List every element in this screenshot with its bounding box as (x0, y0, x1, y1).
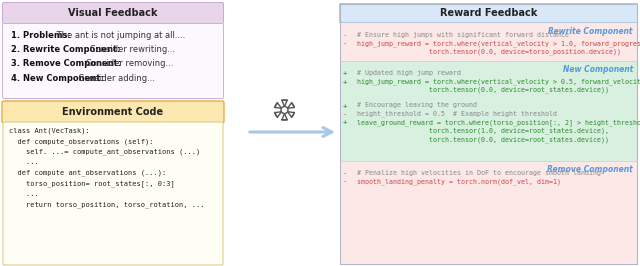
Text: def compute_observations (self):: def compute_observations (self): (9, 138, 154, 145)
Text: Reward Feedback: Reward Feedback (440, 8, 537, 18)
Text: 1. Problems:: 1. Problems: (11, 31, 71, 39)
Text: -: - (343, 170, 348, 176)
Text: class Ant(VecTask):: class Ant(VecTask): (9, 128, 90, 134)
Text: height_threshold = 0.5  # Example height threshold: height_threshold = 0.5 # Example height … (349, 111, 557, 117)
Text: ...: ... (9, 191, 39, 197)
Text: +: + (343, 102, 348, 109)
FancyBboxPatch shape (3, 122, 223, 265)
Text: -: - (343, 40, 348, 47)
Text: 4. New Component:: 4. New Component: (11, 74, 104, 83)
Text: # Penalize high velocities in DoF to encourage smooth landing: # Penalize high velocities in DoF to enc… (349, 170, 601, 176)
Text: Consider removing...: Consider removing... (83, 60, 174, 69)
Text: Visual Feedback: Visual Feedback (68, 8, 157, 18)
Text: -: - (343, 111, 348, 117)
Text: New Component: New Component (563, 65, 633, 74)
Text: # Updated high jump reward: # Updated high jump reward (349, 70, 461, 76)
Text: torso_position= root_states[:, 0:3]: torso_position= root_states[:, 0:3] (9, 180, 175, 187)
Text: +: + (343, 78, 348, 85)
Text: ...: ... (9, 160, 39, 165)
Text: leave_ground_reward = torch.where(torso_position[:, 2] > height_threshold,: leave_ground_reward = torch.where(torso_… (349, 119, 640, 126)
Text: -: - (343, 32, 348, 38)
Text: torch.tensor(0.0, device=torso_position.device)): torch.tensor(0.0, device=torso_position.… (349, 49, 621, 55)
Text: self. ...= compute_ant_observations (...): self. ...= compute_ant_observations (...… (9, 149, 200, 155)
FancyBboxPatch shape (2, 101, 224, 123)
FancyBboxPatch shape (3, 23, 223, 98)
Text: torch.tensor(1.0, device=root_states.device),: torch.tensor(1.0, device=root_states.dev… (349, 128, 609, 134)
Text: 3. Remove Component:: 3. Remove Component: (11, 60, 121, 69)
Text: +: + (343, 70, 348, 76)
Text: torch.tensor(0.0, device=root_states.device)): torch.tensor(0.0, device=root_states.dev… (349, 87, 609, 93)
Text: def compute ant_observations (...):: def compute ant_observations (...): (9, 170, 166, 176)
FancyBboxPatch shape (340, 23, 637, 61)
FancyBboxPatch shape (340, 61, 637, 161)
Text: torch.tensor(0.0, device=root_states.device)): torch.tensor(0.0, device=root_states.dev… (349, 136, 609, 143)
Text: return torso_position, torso_rotation, ...: return torso_position, torso_rotation, .… (9, 201, 205, 208)
Text: Consider rewriting...: Consider rewriting... (87, 45, 175, 54)
FancyBboxPatch shape (339, 3, 637, 23)
Text: high_jump_reward = torch.where(vertical_velocity > 1.0, forward_progress,: high_jump_reward = torch.where(vertical_… (349, 40, 640, 47)
Text: Remove Component: Remove Component (547, 165, 633, 174)
Text: Rewrite Component: Rewrite Component (548, 27, 633, 36)
Text: high_jump_reward = torch.where(vertical_velocity > 0.5, forward_velocity,: high_jump_reward = torch.where(vertical_… (349, 78, 640, 85)
Circle shape (281, 106, 288, 114)
Text: The ant is not jumping at all....: The ant is not jumping at all.... (54, 31, 186, 39)
FancyBboxPatch shape (3, 2, 223, 23)
Text: 2. Rewrite Component:: 2. Rewrite Component: (11, 45, 120, 54)
Text: Environment Code: Environment Code (63, 107, 164, 117)
Text: +: + (343, 119, 348, 126)
Text: smooth_landing_penalty = torch.norm(dof_vel, dim=1): smooth_landing_penalty = torch.norm(dof_… (349, 178, 561, 185)
Text: # Ensure high jumps with significant forward distance: # Ensure high jumps with significant for… (349, 32, 569, 38)
FancyBboxPatch shape (340, 161, 637, 264)
Text: Consider adding...: Consider adding... (72, 74, 154, 83)
Text: # Encourage leaving the ground: # Encourage leaving the ground (349, 102, 477, 109)
Text: -: - (343, 178, 348, 185)
